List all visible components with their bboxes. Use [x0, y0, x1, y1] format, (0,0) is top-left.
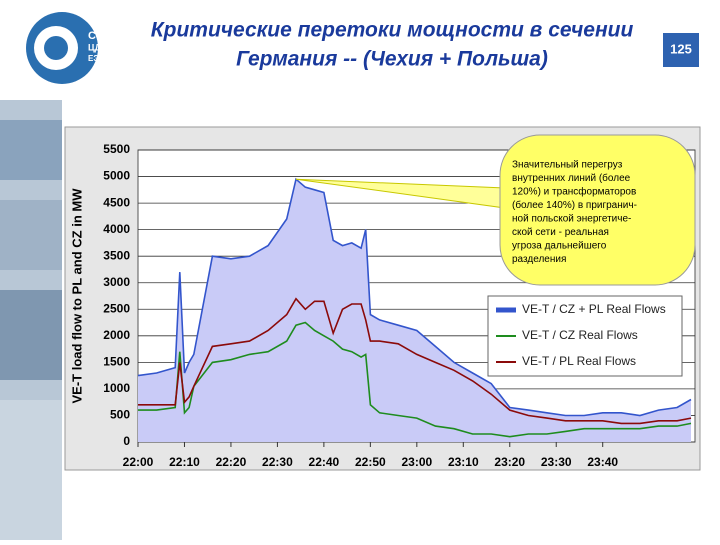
- x-tick-label: 23:20: [494, 455, 525, 469]
- x-tick-label: 23:00: [401, 455, 432, 469]
- legend-label: VE-T / CZ Real Flows: [522, 328, 638, 342]
- series-line: [138, 321, 692, 438]
- logo-core: [44, 36, 68, 60]
- series-line: [138, 297, 692, 425]
- annotation-text: 120%) и трансформаторов: [512, 186, 636, 198]
- annotation-text: внутренних линий (более: [512, 172, 631, 184]
- legend-label: VE-T / PL Real Flows: [522, 354, 636, 368]
- y-tick-label: 500: [110, 408, 130, 422]
- series-line: [137, 177, 692, 417]
- x-tick-label: 23:40: [587, 455, 618, 469]
- legend-box: [487, 295, 683, 377]
- y-tick-label: 0: [123, 434, 130, 448]
- logo-text: ЕЭС: [88, 54, 105, 63]
- logo-text: СО: [88, 30, 105, 42]
- annotation-text: ской сети - реальная: [512, 227, 609, 238]
- y-tick-label: 5500: [103, 142, 130, 156]
- photo-tile: [0, 120, 62, 180]
- y-tick-label: 1000: [103, 381, 130, 395]
- photo-tile: [0, 200, 62, 270]
- page-number: 125: [670, 41, 692, 56]
- photo-tile: [0, 290, 62, 380]
- x-tick-label: 22:40: [309, 455, 340, 469]
- annotation-box: [499, 134, 696, 286]
- y-tick-label: 2000: [103, 328, 130, 342]
- photo-tile: [0, 400, 62, 540]
- x-tick-label: 22:50: [355, 455, 386, 469]
- y-tick-label: 4500: [103, 195, 130, 209]
- page-number-box: [663, 33, 699, 67]
- annotation-text: угроза дальнейшего: [512, 241, 607, 252]
- annotation-text: ной польской энергетиче-: [512, 214, 631, 225]
- x-tick-label: 23:10: [448, 455, 479, 469]
- annotation-text: (более 140%) в пригранич-: [512, 199, 637, 211]
- logo-text: ЦДУ: [88, 42, 107, 52]
- x-tick-label: 22:10: [169, 455, 200, 469]
- slide-title: Критические перетоки мощности в сечении: [151, 19, 634, 42]
- slide-title: Германия -- (Чехия + Польша): [236, 48, 548, 71]
- y-tick-label: 4000: [103, 222, 130, 236]
- y-tick-label: 1500: [103, 355, 130, 369]
- x-tick-label: 23:30: [541, 455, 572, 469]
- y-tick-label: 3500: [103, 248, 130, 262]
- legend-label: VE-T / CZ + PL Real Flows: [522, 302, 666, 316]
- y-tick-label: 5000: [103, 169, 130, 183]
- area: [138, 179, 691, 442]
- annotation-text: Значительный перегруз: [512, 160, 623, 171]
- x-tick-label: 22:00: [123, 455, 154, 469]
- x-tick-label: 22:20: [216, 455, 247, 469]
- y-axis-label: VE-T load flow to PL and CZ in MW: [69, 188, 84, 404]
- y-tick-label: 3000: [103, 275, 130, 289]
- annotation-text: разделения: [512, 254, 566, 265]
- x-tick-label: 22:30: [262, 455, 293, 469]
- y-tick-label: 2500: [103, 301, 130, 315]
